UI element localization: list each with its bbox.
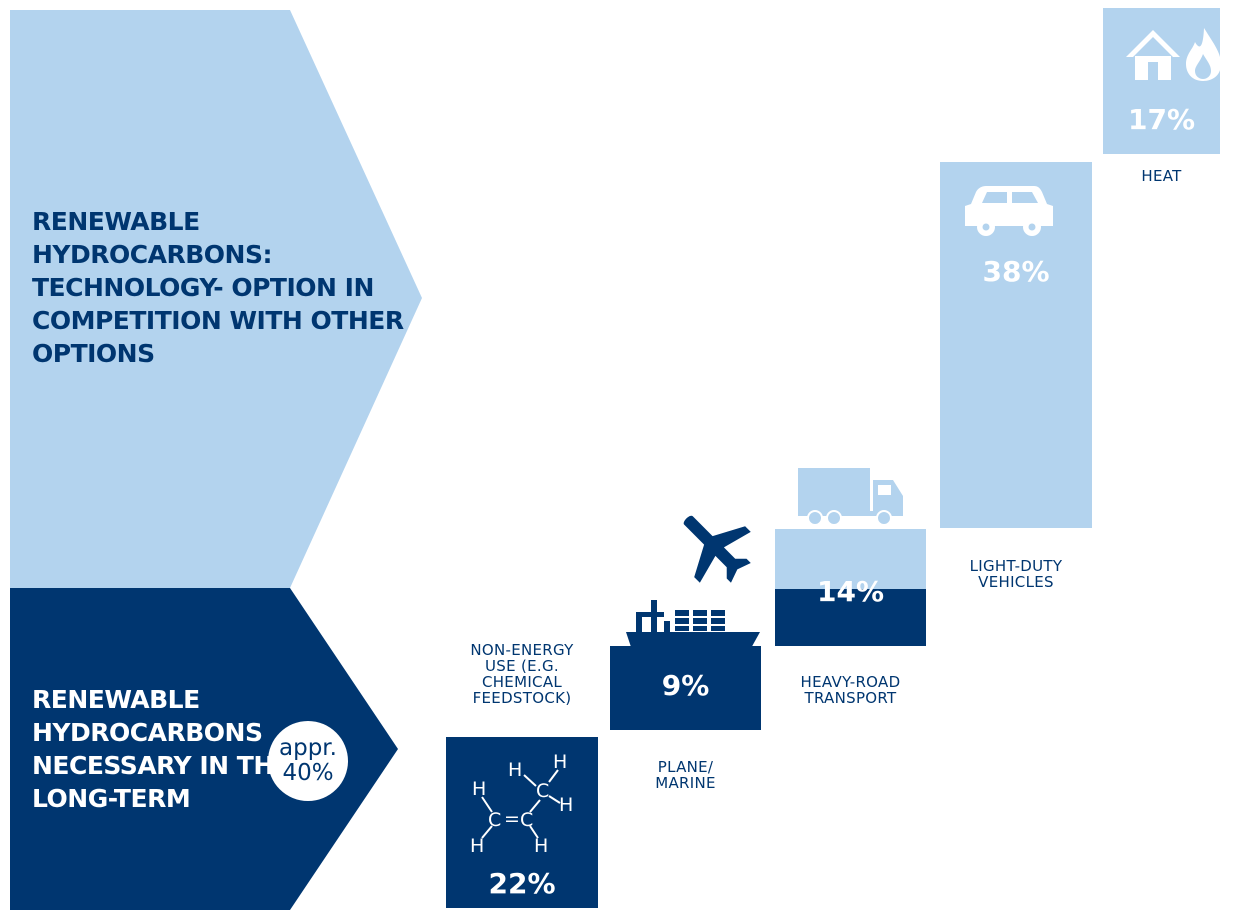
house-icon bbox=[1126, 30, 1180, 80]
ship-icon bbox=[626, 600, 760, 650]
share-badge: appr. 40% bbox=[268, 721, 348, 801]
heavy-road-top-block bbox=[775, 529, 926, 589]
molecule-atom-h2: H bbox=[470, 835, 484, 857]
light-duty-label: LIGHT-DUTY VEHICLES bbox=[940, 558, 1092, 590]
lower-heading-line: HYDROCARBONS bbox=[32, 718, 263, 747]
molecule-atom-c2: C bbox=[520, 809, 533, 831]
heat-block bbox=[1103, 8, 1220, 154]
molecule-atom-h6: H bbox=[534, 835, 548, 857]
upper-heading-line: OPTIONS bbox=[32, 339, 155, 368]
heavy-road-label: HEAVY-ROAD TRANSPORT bbox=[775, 674, 926, 706]
lower-heading: RENEWABLE HYDROCARBONS NECESSARY IN THE … bbox=[32, 683, 291, 815]
heavy-road-bottom-block bbox=[775, 589, 926, 646]
plane-marine-label: PLANE/ MARINE bbox=[610, 759, 761, 791]
molecule-atom-h4: H bbox=[553, 751, 567, 773]
plane-icon bbox=[683, 515, 751, 583]
non-energy-label: NON-ENERGY USE (E.G. CHEMICAL FEEDSTOCK) bbox=[446, 642, 598, 706]
upper-heading-line: RENEWABLE bbox=[32, 207, 200, 236]
car-icon bbox=[965, 186, 1053, 236]
truck-icon bbox=[798, 468, 903, 526]
plane-marine-label-line: PLANE/ bbox=[657, 758, 714, 776]
upper-heading: RENEWABLE HYDROCARBONS: TECHNOLOGY- OPTI… bbox=[32, 205, 404, 370]
molecule-atom-h3: H bbox=[508, 759, 522, 781]
share-badge-prefix: appr. bbox=[279, 735, 337, 761]
heavy-road-label-line: HEAVY-ROAD bbox=[800, 673, 901, 691]
molecule-atom-h5: H bbox=[559, 794, 573, 816]
non-energy-label-line: CHEMICAL bbox=[481, 673, 563, 691]
molecule-atom-h1: H bbox=[472, 778, 486, 800]
upper-arrow bbox=[10, 10, 422, 588]
molecule-atom-c1: C bbox=[488, 809, 501, 831]
heavy-road-value: 14% bbox=[816, 575, 885, 608]
plane-marine-label-line: MARINE bbox=[655, 774, 716, 792]
light-duty-label-line: LIGHT-DUTY bbox=[969, 557, 1063, 575]
lower-arrow bbox=[10, 588, 398, 910]
molecule-bond: = bbox=[504, 808, 520, 830]
lower-heading-line: NECESSARY IN THE bbox=[32, 751, 291, 780]
share-badge-value: 40% bbox=[282, 760, 334, 786]
flame-icon bbox=[1186, 28, 1221, 81]
heat-value: 17% bbox=[1127, 103, 1196, 136]
plane-marine-block bbox=[610, 646, 761, 730]
upper-heading-line: COMPETITION WITH OTHER bbox=[32, 306, 404, 335]
molecule-atom-c3: C bbox=[536, 780, 549, 802]
heavy-road-label-line: TRANSPORT bbox=[804, 689, 897, 707]
plane-marine-value: 9% bbox=[661, 669, 710, 702]
heat-label: HEAT bbox=[1103, 168, 1220, 184]
upper-heading-line: HYDROCARBONS: bbox=[32, 240, 272, 269]
non-energy-label-line: USE (E.G. bbox=[485, 657, 559, 675]
light-duty-value: 38% bbox=[982, 255, 1050, 288]
non-energy-value: 22% bbox=[488, 867, 556, 900]
non-energy-label-line: NON-ENERGY bbox=[470, 641, 574, 659]
light-duty-label-line: VEHICLES bbox=[978, 573, 1054, 591]
lower-heading-line: RENEWABLE bbox=[32, 685, 200, 714]
non-energy-label-line: FEEDSTOCK) bbox=[472, 689, 572, 707]
heat-label-line: HEAT bbox=[1141, 167, 1182, 185]
lower-heading-line: LONG-TERM bbox=[32, 784, 191, 813]
upper-heading-line: TECHNOLOGY- OPTION IN bbox=[32, 273, 374, 302]
non-energy-block bbox=[446, 737, 598, 908]
molecule-icon: H H C = C H C H H H bbox=[470, 751, 573, 857]
